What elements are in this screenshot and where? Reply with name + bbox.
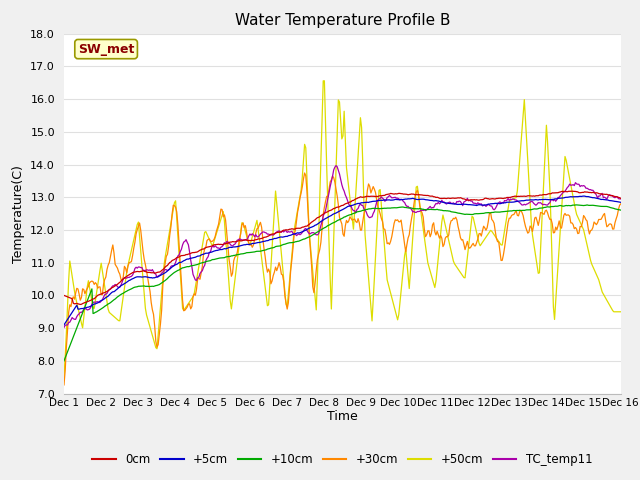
TC_temp11 bbox=[295, 231, 303, 237]
0cm bbox=[399, 191, 407, 197]
+10cm bbox=[60, 358, 68, 364]
+5cm bbox=[399, 197, 406, 203]
+30cm bbox=[301, 170, 308, 176]
+5cm bbox=[234, 244, 241, 250]
0cm bbox=[60, 292, 68, 298]
+50cm bbox=[295, 200, 303, 206]
+50cm bbox=[399, 264, 407, 270]
TC_temp11 bbox=[567, 182, 575, 188]
0cm bbox=[373, 193, 381, 199]
+50cm bbox=[470, 220, 478, 226]
+5cm bbox=[295, 230, 303, 236]
+10cm bbox=[372, 205, 380, 211]
0cm bbox=[470, 197, 478, 203]
0cm bbox=[76, 301, 84, 307]
TC_temp11 bbox=[60, 324, 68, 330]
0cm bbox=[234, 238, 242, 244]
0cm bbox=[567, 189, 575, 194]
+30cm bbox=[470, 243, 478, 249]
+10cm bbox=[566, 203, 573, 208]
+30cm bbox=[399, 232, 407, 238]
+10cm bbox=[295, 238, 303, 244]
TC_temp11 bbox=[332, 163, 340, 168]
+5cm bbox=[566, 194, 573, 200]
Line: 0cm: 0cm bbox=[64, 191, 621, 304]
TC_temp11 bbox=[373, 199, 381, 205]
+5cm bbox=[580, 193, 588, 199]
+30cm bbox=[60, 382, 68, 388]
+5cm bbox=[617, 200, 625, 205]
+5cm bbox=[372, 198, 380, 204]
+5cm bbox=[60, 322, 68, 328]
Line: +50cm: +50cm bbox=[64, 81, 621, 377]
+10cm bbox=[399, 204, 406, 210]
+50cm bbox=[60, 374, 68, 380]
TC_temp11 bbox=[617, 196, 625, 202]
+10cm bbox=[469, 212, 477, 217]
+50cm bbox=[234, 258, 241, 264]
+50cm bbox=[567, 182, 575, 188]
+30cm bbox=[234, 250, 241, 255]
X-axis label: Time: Time bbox=[327, 410, 358, 423]
+30cm bbox=[373, 197, 381, 203]
Title: Water Temperature Profile B: Water Temperature Profile B bbox=[235, 13, 450, 28]
+5cm bbox=[469, 202, 477, 208]
TC_temp11 bbox=[399, 199, 407, 204]
+30cm bbox=[295, 203, 303, 209]
Y-axis label: Temperature(C): Temperature(C) bbox=[12, 165, 25, 263]
+10cm bbox=[617, 207, 625, 213]
Line: +5cm: +5cm bbox=[64, 196, 621, 325]
TC_temp11 bbox=[470, 200, 478, 206]
+10cm bbox=[573, 202, 580, 208]
Line: TC_temp11: TC_temp11 bbox=[64, 166, 621, 327]
+50cm bbox=[373, 232, 381, 238]
+30cm bbox=[617, 201, 625, 207]
0cm bbox=[568, 188, 576, 194]
TC_temp11 bbox=[234, 238, 241, 243]
+10cm bbox=[234, 252, 241, 258]
+30cm bbox=[567, 220, 575, 226]
+50cm bbox=[617, 309, 625, 315]
Line: +30cm: +30cm bbox=[64, 173, 621, 385]
+50cm bbox=[319, 78, 327, 84]
0cm bbox=[617, 195, 625, 201]
Legend: 0cm, +5cm, +10cm, +30cm, +50cm, TC_temp11: 0cm, +5cm, +10cm, +30cm, +50cm, TC_temp1… bbox=[88, 448, 597, 470]
0cm bbox=[296, 226, 304, 231]
Text: SW_met: SW_met bbox=[78, 43, 134, 56]
Line: +10cm: +10cm bbox=[64, 205, 621, 361]
